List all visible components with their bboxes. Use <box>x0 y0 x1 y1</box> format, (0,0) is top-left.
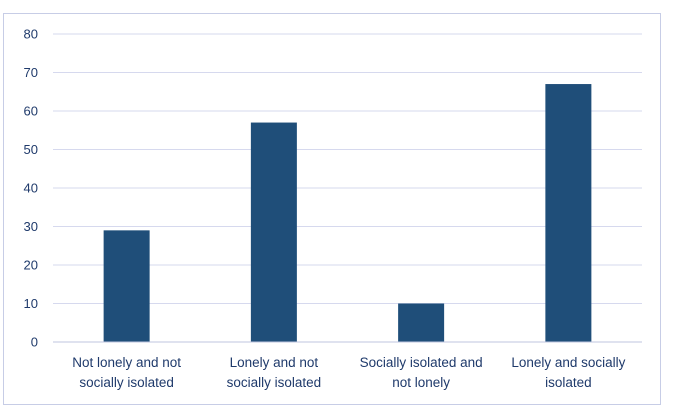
y-tick-label: 40 <box>24 181 38 196</box>
y-axis-ticks: 0 10 20 30 40 50 60 70 80 <box>24 27 38 350</box>
bar-1 <box>103 230 150 342</box>
bar-4 <box>545 84 592 343</box>
y-tick-label: 0 <box>31 335 38 350</box>
y-tick-label: 10 <box>24 296 38 311</box>
category-label-1: Not lonely and not socially isolated <box>72 355 181 390</box>
category-label-4: Lonely and socially isolated <box>511 355 625 390</box>
bar-3 <box>398 303 445 342</box>
y-tick-label: 30 <box>24 219 38 234</box>
y-tick-label: 60 <box>24 104 38 119</box>
y-tick-label: 70 <box>24 65 38 80</box>
y-tick-label: 80 <box>24 27 38 42</box>
category-label-3: Socially isolated and not lonely <box>360 355 483 390</box>
bar-2 <box>250 122 297 342</box>
y-tick-label: 50 <box>24 142 38 157</box>
x-axis-labels: Not lonely and not socially isolated Lonel… <box>72 355 625 390</box>
gridlines <box>53 33 642 304</box>
bars <box>103 84 592 343</box>
y-tick-label: 20 <box>24 258 38 273</box>
category-label-2: Lonely and not socially isolated <box>227 355 322 390</box>
